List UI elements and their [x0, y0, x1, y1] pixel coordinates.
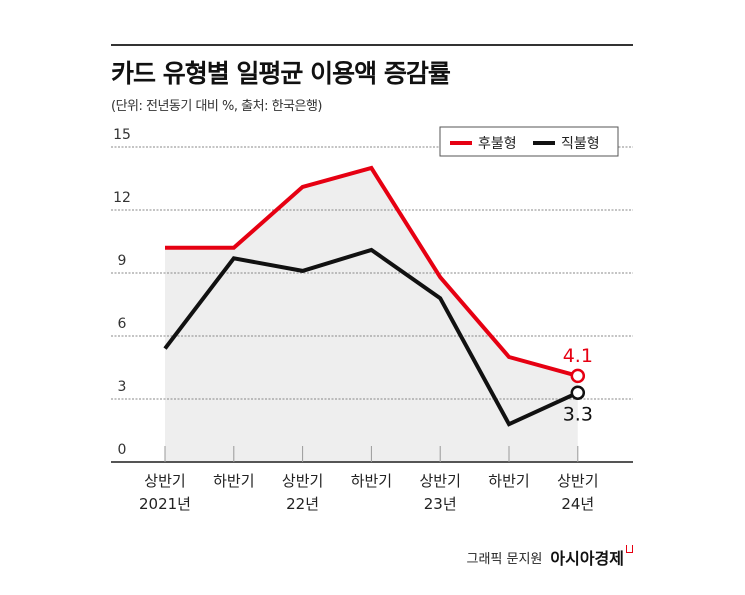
series-line-직불형: [163, 247, 579, 427]
x-tick-label-year: 24년: [561, 495, 594, 513]
data-label-후불형: 4.1: [563, 345, 593, 367]
top-rule: [111, 44, 633, 46]
data-label-직불형: 3.3: [563, 404, 593, 426]
y-tick-label: 0: [118, 442, 127, 458]
brand-logo: 아시아경제: [550, 545, 633, 569]
x-tick-label: 상반기: [557, 472, 598, 490]
x-tick-label: 상반기: [419, 472, 460, 490]
x-tick-label: 상반기: [144, 472, 185, 490]
y-tick-label: 15: [113, 127, 131, 143]
x-tick-label: 상반기: [282, 472, 323, 490]
chart-title: 카드 유형별 일평균 이용액 증감률: [111, 59, 451, 88]
y-tick-label: 6: [118, 316, 127, 332]
shaded-area: [165, 168, 578, 462]
y-tick-label: 3: [118, 379, 127, 395]
x-tick-label-year: 22년: [286, 495, 319, 513]
credit: 그래픽 문지원 아시아경제: [466, 545, 633, 569]
legend-label-후불형: 후불형: [478, 136, 517, 152]
legend-label-직불형: 직불형: [561, 136, 600, 152]
x-tick-label-year: 2021년: [139, 495, 191, 513]
data-point-직불형: [570, 385, 586, 400]
graphic-credit: 그래픽 문지원: [466, 551, 543, 567]
series-line-후불형: [165, 165, 579, 378]
x-tick-label-year: 23년: [424, 495, 457, 513]
x-tick-label: 하반기: [488, 472, 529, 490]
x-tick-label: 하반기: [213, 472, 254, 490]
y-tick-label: 12: [113, 190, 131, 206]
chart-subtitle: (단위: 전년동기 대비 %, 출처: 한국은행): [111, 99, 323, 114]
data-point-후불형: [570, 368, 586, 384]
y-tick-label: 9: [118, 253, 127, 269]
x-tick-label: 하반기: [351, 472, 392, 490]
